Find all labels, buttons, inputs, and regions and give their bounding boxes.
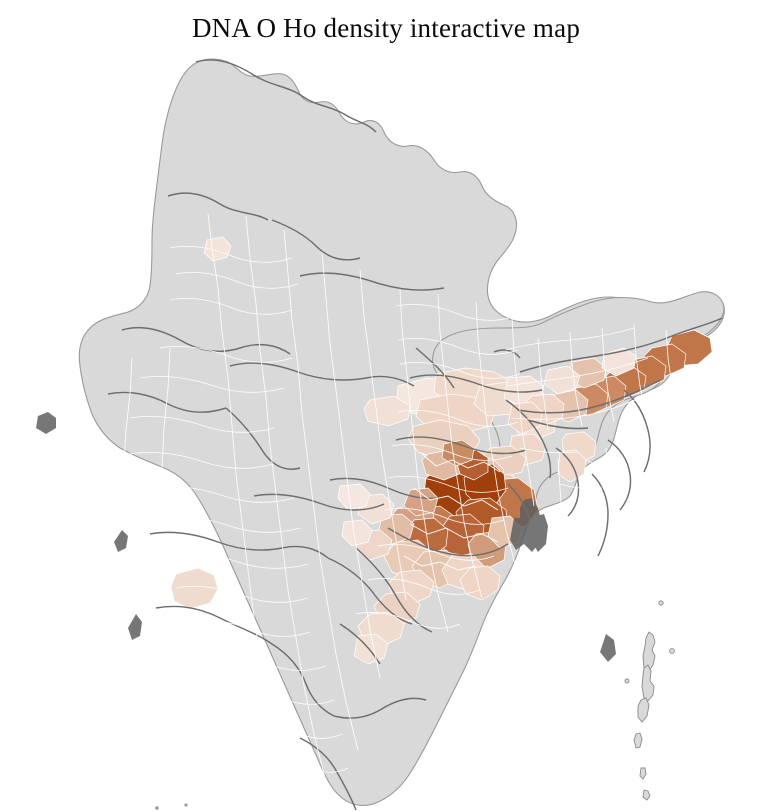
state-border-up	[299, 272, 445, 291]
state-boundaries-layer	[107, 59, 723, 811]
state-border-meghalaya	[527, 419, 589, 430]
mainland-india-shape[interactable]	[78, 58, 725, 807]
state-border-karnataka	[271, 643, 335, 717]
india-choropleth-canvas[interactable]	[0, 48, 772, 812]
state-border-sikkim	[493, 349, 521, 359]
state-border-manipur	[607, 439, 632, 511]
state-border-assam-south	[517, 379, 661, 414]
state-border-uttarakhand	[271, 219, 361, 261]
page-title: DNA O Ho density interactive map	[191, 12, 581, 43]
state-border-jk	[195, 59, 377, 133]
state-border-mp-south	[253, 493, 385, 511]
district-shape-mp-east[interactable]	[337, 483, 371, 511]
state-border-gujarat	[107, 391, 227, 413]
state-border-odisha-south	[339, 623, 381, 665]
andaman-nicobar-islands[interactable]	[624, 600, 675, 812]
state-border-mizoram	[591, 473, 609, 557]
state-border-gujarat-mp	[225, 407, 301, 470]
state-border-kerala	[299, 737, 357, 811]
state-border-assam-north	[519, 317, 723, 373]
state-border-mp-north	[229, 362, 415, 387]
state-border-hp-punjab	[167, 192, 269, 221]
kutch-coast-shadow	[36, 412, 56, 434]
lakshadweep-islands[interactable]	[155, 803, 188, 812]
state-border-telangana	[327, 557, 413, 625]
west-coast-shadow-2	[128, 614, 142, 640]
state-border-jharkhand-south	[387, 527, 509, 557]
state-border-maharashtra	[149, 531, 329, 559]
district-boundaries-layer	[123, 213, 673, 803]
west-coast-shadow	[114, 530, 128, 552]
district-shape-tripura-north[interactable]	[557, 449, 587, 483]
state-border-wb-south	[507, 483, 531, 521]
coastal-shadow-layer	[36, 412, 616, 662]
colored-district-outlines	[403, 451, 501, 571]
state-border-nagaland	[623, 389, 651, 473]
map-svg[interactable]	[0, 48, 772, 812]
district-shape-himachal-fringe[interactable]	[203, 236, 232, 262]
state-border-ap	[333, 697, 427, 719]
state-border-jharkhand	[395, 436, 527, 455]
sundarbans-delta-3	[510, 518, 526, 550]
sundarbans-delta-2	[532, 514, 548, 552]
district-shape-assam-darrang[interactable]	[543, 365, 581, 395]
state-border-bihar	[409, 374, 543, 393]
district-shape-odisha-cuttack[interactable]	[459, 565, 501, 601]
district-shape-chhattisgarh-korba[interactable]	[341, 519, 373, 547]
state-border-up-bihar	[415, 347, 455, 389]
east-coast-shadow	[600, 634, 616, 662]
state-border-maharashtra-south	[155, 605, 273, 645]
india-landmass-base	[78, 58, 725, 812]
district-shape-maharashtra[interactable]	[170, 567, 219, 610]
state-border-tripura	[555, 447, 580, 517]
state-border-wb	[505, 399, 552, 479]
